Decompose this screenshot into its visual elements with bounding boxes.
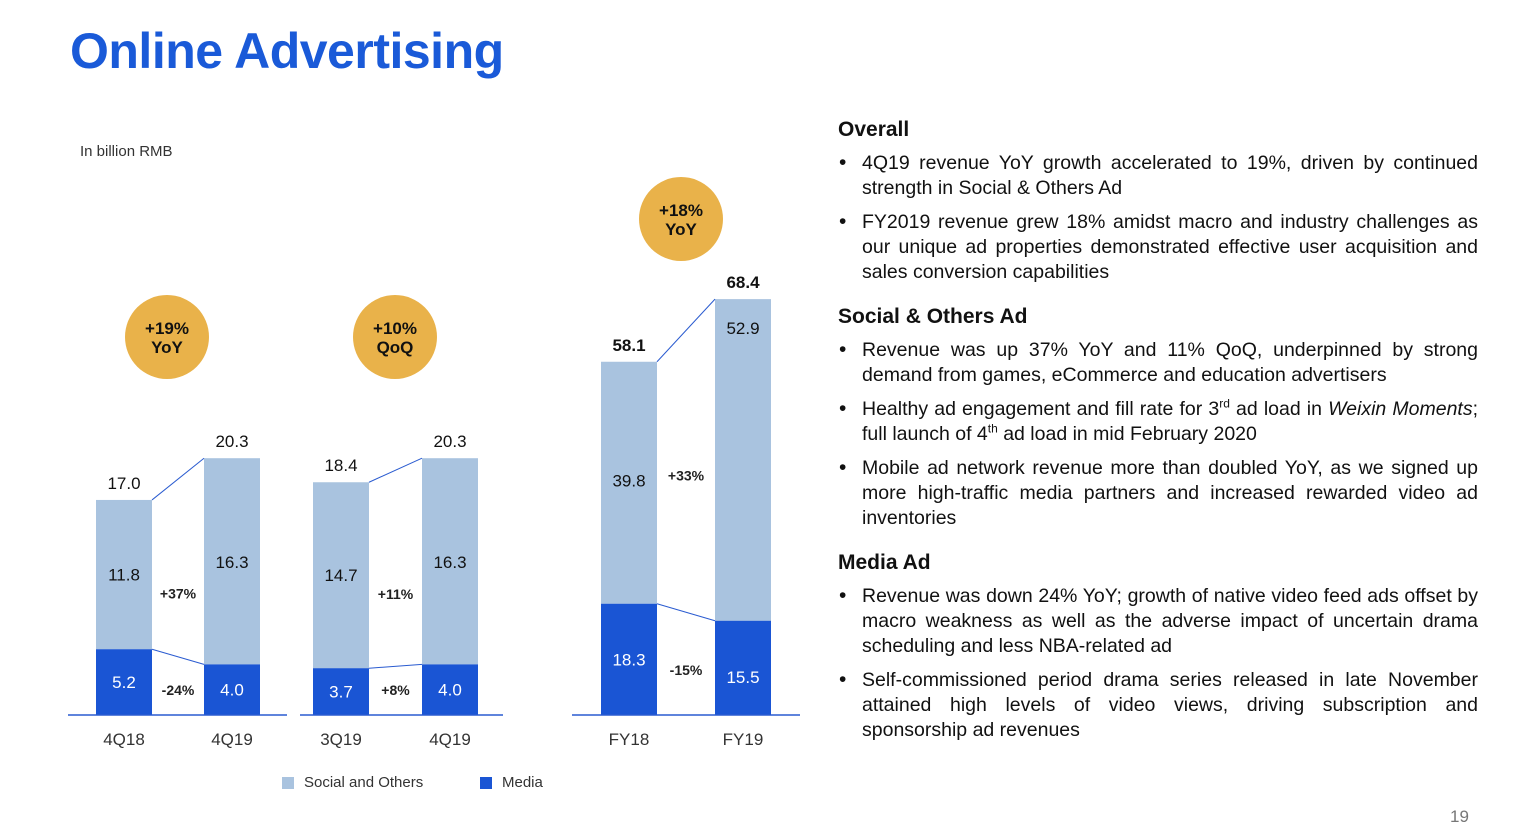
- media-value-label: 4.0: [438, 681, 462, 700]
- bar-media-fy18: [601, 603, 657, 715]
- legend-label-social: Social and Others: [304, 774, 424, 791]
- x-tick-label: FY18: [609, 730, 650, 749]
- social-section: Social & Others Ad Revenue was up 37% Yo…: [838, 305, 1478, 531]
- overall-bullet-1: 4Q19 revenue YoY growth accelerated to 1…: [838, 150, 1478, 201]
- total-label: 20.3: [215, 432, 248, 451]
- bar-media-4q18: [96, 649, 152, 715]
- page-number: 19: [1450, 807, 1469, 826]
- social-bullet-3: Mobile ad network revenue more than doub…: [838, 455, 1478, 531]
- connector-line-total: [368, 457, 423, 483]
- media-value-label: 5.2: [112, 673, 136, 692]
- social-value-label: 16.3: [215, 553, 248, 572]
- social-bullets: Revenue was up 37% YoY and 11% QoQ, unde…: [838, 337, 1478, 531]
- media-bullets: Revenue was down 24% YoY; growth of nati…: [838, 583, 1478, 743]
- total-label: 18.4: [324, 456, 357, 475]
- growth-label-media: -15%: [670, 662, 703, 678]
- overall-bullets: 4Q19 revenue YoY growth accelerated to 1…: [838, 150, 1478, 285]
- bar-social-3q19: [313, 482, 369, 669]
- x-tick-label: 4Q19: [429, 730, 471, 749]
- growth-label-social: +11%: [378, 586, 414, 602]
- growth-badge: [353, 295, 437, 379]
- connector-line-total: [151, 457, 205, 501]
- media-value-label: 18.3: [612, 651, 645, 670]
- total-label: 58.1: [612, 336, 645, 355]
- social-value-label: 39.8: [612, 472, 645, 491]
- x-tick-label: 4Q18: [103, 730, 145, 749]
- social-value-label: 52.9: [726, 319, 759, 338]
- bar-social-fy18: [601, 361, 657, 604]
- social-bullet-2: Healthy ad engagement and fill rate for …: [838, 396, 1478, 447]
- social-bullet-2-b: ad load in: [1229, 398, 1329, 420]
- x-tick-label: 4Q19: [211, 730, 253, 749]
- unit-label: In billion RMB: [80, 143, 173, 160]
- page-title: Online Advertising: [70, 23, 504, 79]
- weixin-moments-text: Weixin Moments: [1328, 398, 1473, 420]
- social-bullet-2-a: Healthy ad engagement and fill rate for …: [862, 398, 1220, 420]
- social-title: Social & Others Ad: [838, 305, 1028, 328]
- legend-swatch-media: [480, 776, 492, 789]
- growth-label-media: -24%: [162, 682, 195, 698]
- growth-label-social: +37%: [160, 586, 197, 602]
- overall-bullet-2: FY2019 revenue grew 18% amidst macro and…: [838, 209, 1478, 285]
- bar-social-fy19: [715, 299, 771, 621]
- connector-line-total: [656, 298, 716, 363]
- growth-label-social: +33%: [668, 468, 705, 484]
- media-value-label: 4.0: [220, 681, 244, 700]
- media-bullet-2: Self-commissioned period drama series re…: [838, 667, 1478, 743]
- ordinal-rd: rd: [1219, 396, 1230, 411]
- overall-section: Overall 4Q19 revenue YoY growth accelera…: [838, 118, 1478, 285]
- media-title: Media Ad: [838, 551, 931, 574]
- social-bullet-2-d: ad load in mid February 2020: [997, 423, 1257, 445]
- total-label: 17.0: [107, 474, 140, 493]
- media-value-label: 3.7: [329, 683, 353, 702]
- total-label: 20.3: [433, 432, 466, 451]
- bar-media-4q19: [422, 664, 478, 715]
- bar-media-3q19: [313, 668, 369, 715]
- legend-label-media: Media: [502, 774, 543, 791]
- media-bullet-1: Revenue was down 24% YoY; growth of nati…: [838, 583, 1478, 659]
- x-tick-label: 3Q19: [320, 730, 362, 749]
- social-value-label: 16.3: [433, 553, 466, 572]
- total-label: 68.4: [726, 273, 760, 292]
- ordinal-th: th: [987, 421, 998, 436]
- badge-value: +10%: [373, 319, 417, 338]
- overall-title: Overall: [838, 118, 910, 141]
- social-bullet-2-c: ; full launch of 4: [862, 398, 1478, 445]
- social-value-label: 14.7: [324, 566, 357, 585]
- x-tick-label: FY19: [723, 730, 764, 749]
- connector-line-media: [368, 663, 423, 669]
- social-value-label: 11.8: [108, 566, 140, 585]
- media-value-label: 15.5: [726, 668, 759, 687]
- connector-line-media: [151, 648, 205, 665]
- badge-value: +18%: [659, 201, 703, 220]
- media-section: Media Ad Revenue was down 24% YoY; growt…: [838, 551, 1478, 743]
- badge-period: YoY: [665, 220, 697, 239]
- badge-value: +19%: [145, 319, 189, 338]
- legend-item-media: Media: [480, 774, 543, 791]
- bar-media-4q19: [204, 664, 260, 715]
- bar-social-4q19: [422, 458, 478, 665]
- connector-line-media: [656, 603, 716, 622]
- commentary-panel: Overall 4Q19 revenue YoY growth accelera…: [838, 118, 1478, 763]
- bar-media-fy19: [715, 620, 771, 715]
- social-bullet-1: Revenue was up 37% YoY and 11% QoQ, unde…: [838, 337, 1478, 388]
- legend-item-social: Social and Others: [282, 774, 423, 791]
- bar-social-4q18: [96, 499, 152, 650]
- growth-label-media: +8%: [381, 682, 410, 698]
- growth-badge: [639, 177, 723, 261]
- growth-badge: [125, 295, 209, 379]
- revenue-charts: 17.0 11.8 5.2 4Q18 20.3 16.3 4.0 4Q19 +37% -24% +1…: [68, 177, 800, 749]
- badge-period: YoY: [151, 338, 183, 357]
- badge-period: QoQ: [377, 338, 414, 357]
- legend-swatch-social: [282, 776, 294, 789]
- bar-social-4q19: [204, 458, 260, 665]
